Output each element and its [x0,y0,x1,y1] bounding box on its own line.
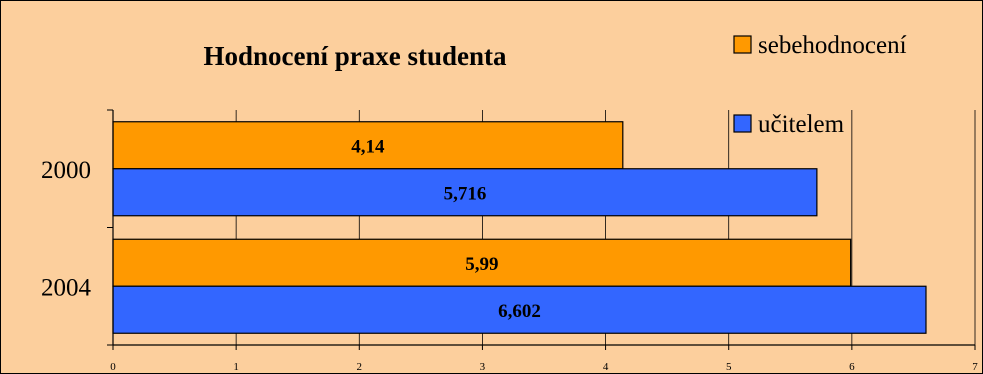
data-label: 6,602 [498,301,541,322]
chart-title: Hodnocení praxe studenta [203,41,507,71]
x-tick-label: 6 [849,361,855,373]
x-tick-label: 2 [357,361,363,373]
legend-label: sebehodnocení [758,32,907,59]
bar [112,168,818,217]
x-tick-label: 3 [480,361,486,373]
bar [112,121,624,170]
y-tick-label: 2000 [41,157,91,184]
legend-swatch [733,114,752,133]
data-label: 5,716 [444,183,487,204]
legend-label: učitelem [758,111,845,138]
data-label: 5,99 [465,254,498,275]
x-tick-label: 0 [110,361,116,373]
x-tick-label: 7 [972,361,978,373]
y-tick-label: 2004 [41,274,92,301]
x-tick-label: 1 [233,361,239,373]
bar [112,238,852,287]
bars: 4,14 5,716 5,99 6,602 [112,121,927,334]
bar [112,285,927,334]
legend-swatch [733,35,752,54]
data-label: 4,14 [351,136,385,157]
axes: 0 1 2 3 4 5 6 7 2000 2004 [41,109,978,373]
x-tick-label: 4 [603,361,609,373]
x-tick-label: 5 [726,361,732,373]
legend: sebehodnocení učitelem [733,32,907,138]
